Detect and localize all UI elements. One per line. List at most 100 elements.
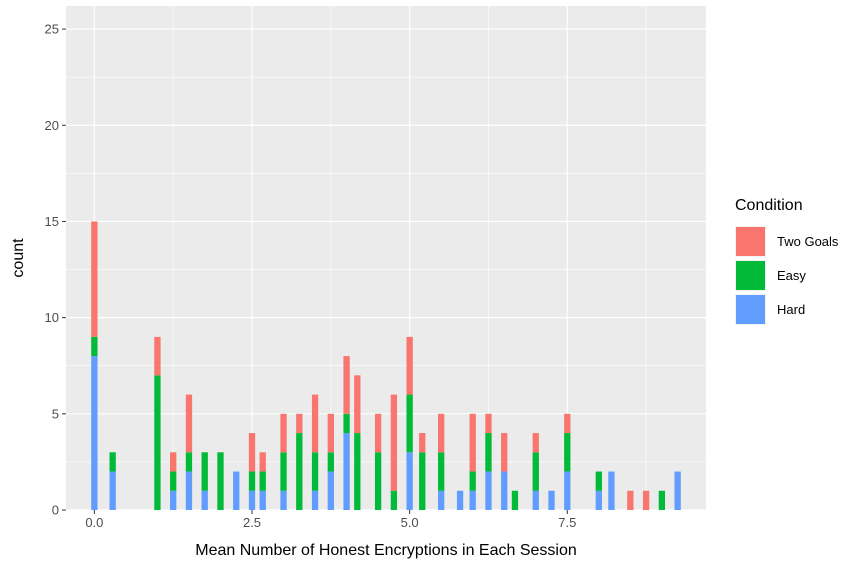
bar-segment-hard [91,356,98,510]
bar-segment-two-goals [248,433,256,472]
bar-segment-hard [608,471,615,510]
bar-segment-two-goals [642,490,650,510]
bar-segment-two-goals [406,336,413,395]
legend-label: Easy [777,268,806,283]
bar-segment-hard [233,471,240,510]
bar-segment-hard [456,490,464,510]
bar-segment-easy [109,452,116,472]
x-tick-label: 5.0 [401,515,419,530]
bar-segment-easy [327,452,334,472]
bar-segment-easy [485,433,492,472]
bar-segment-hard [259,490,266,510]
bar-segment-easy [311,452,319,491]
legend-swatch [736,227,765,256]
bar-segment-hard [532,490,539,510]
bar-segment-two-goals [438,413,445,453]
x-axis-title: Mean Number of Honest Encryptions in Eac… [195,542,577,559]
bar-segment-two-goals [354,375,361,434]
y-tick-label: 20 [45,118,59,133]
bar-segment-easy [296,433,303,510]
bar-segment-hard [170,490,177,510]
bar-segment-easy [343,413,350,434]
bar-segment-hard [327,471,334,510]
bar-segment-hard [201,490,208,510]
bar-segment-hard [109,471,116,510]
bar-segment-hard [469,490,476,510]
legend: Condition Two Goals Easy Hard [735,197,839,325]
bar-segment-hard [343,433,350,510]
bar-segment-two-goals [485,413,492,434]
bar-segment-easy [564,433,571,472]
plot-panel [66,6,706,510]
bar-segment-easy [280,452,287,491]
bar-segment-two-goals [170,452,177,472]
bar-segment-easy [354,433,361,510]
bar-segment-easy [406,394,413,453]
bar-segment-hard [185,471,193,510]
legend-label: Hard [777,302,805,317]
bar-segment-two-goals [259,452,266,472]
legend-swatch [736,261,765,290]
bar-segment-hard [485,471,492,510]
bar-segment-hard [280,490,287,510]
x-axis: 0.0 2.5 5.0 7.5 [85,510,576,530]
bar-segment-hard [311,490,319,510]
bar-segment-hard [548,490,555,510]
legend-title: Condition [735,197,803,214]
bar-segment-easy [185,452,193,472]
bar-segment-easy [91,336,98,357]
bar-segment-two-goals [374,413,382,453]
bar-segment-easy [154,375,161,510]
y-tick-label: 15 [45,214,59,229]
bar-segment-two-goals [419,433,426,453]
bar-segment-two-goals [343,356,350,414]
y-axis: 0 5 10 15 20 25 [45,22,66,518]
y-tick-label: 5 [52,406,59,421]
bar-segment-easy [469,471,476,491]
x-tick-label: 2.5 [243,515,261,530]
bar-segment-two-goals [501,433,508,472]
bar-segment-two-goals [185,394,193,453]
bar-series [91,221,681,510]
bar-segment-easy [170,471,177,491]
bar-segment-easy [259,471,266,491]
x-tick-label: 7.5 [558,515,576,530]
bar-segment-two-goals [627,490,634,510]
y-tick-label: 0 [52,503,59,518]
bar-segment-two-goals [280,413,287,453]
bar-segment-easy [532,452,539,491]
bar-segment-hard [595,490,602,510]
x-tick-label: 0.0 [85,515,103,530]
bar-segment-easy [438,452,445,491]
bar-segment-two-goals [91,221,98,337]
bar-segment-easy [374,452,382,510]
bar-segment-hard [501,471,508,510]
bar-segment-easy [390,490,398,510]
bar-segment-hard [564,471,571,510]
bar-segment-two-goals [154,336,161,376]
bar-segment-two-goals [564,413,571,434]
y-tick-label: 10 [45,310,59,325]
legend-label: Two Goals [777,234,839,249]
bar-segment-hard [406,452,413,510]
bar-segment-easy [201,452,208,491]
bar-segment-hard [438,490,445,510]
y-tick-label: 25 [45,22,59,37]
bar-segment-two-goals [311,394,319,453]
bar-segment-easy [595,471,602,491]
bar-segment-hard [248,490,256,510]
bar-segment-two-goals [296,413,303,434]
y-axis-title: count [10,238,27,278]
bar-segment-two-goals [469,413,476,472]
bar-segment-easy [511,490,519,510]
bar-segment-easy [217,452,224,510]
legend-swatch [736,295,765,324]
bar-segment-two-goals [532,433,539,453]
bar-segment-two-goals [390,394,398,491]
bar-segment-hard [674,471,681,510]
bar-segment-easy [248,471,256,491]
bar-segment-easy [419,452,426,510]
bar-segment-easy [658,490,666,510]
bar-segment-two-goals [327,413,334,453]
